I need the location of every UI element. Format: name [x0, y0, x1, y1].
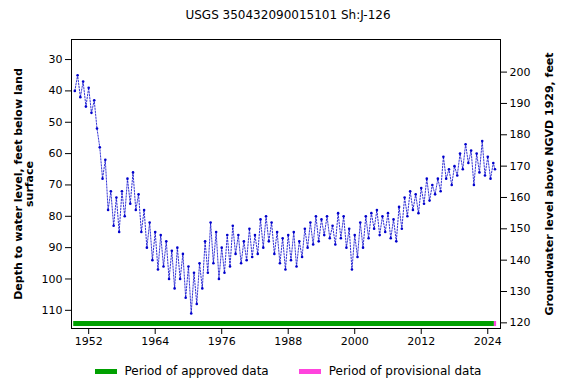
svg-text:110: 110: [42, 304, 63, 317]
svg-text:1976: 1976: [208, 335, 236, 348]
html-text:Period of approved data: Period of approved data: [124, 364, 269, 378]
svg-text:2000: 2000: [341, 335, 369, 348]
svg-text:1964: 1964: [141, 335, 169, 348]
svg-text:40: 40: [49, 84, 63, 97]
svg-text:200: 200: [510, 66, 531, 79]
html-text:USGS 350432090015101 Sh:J-126: USGS 350432090015101 Sh:J-126: [185, 8, 391, 22]
svg-text:100: 100: [42, 272, 63, 285]
svg-text:180: 180: [510, 128, 531, 141]
svg-text:150: 150: [510, 222, 531, 235]
svg-text:190: 190: [510, 97, 531, 110]
svg-text:60: 60: [49, 147, 63, 160]
svg-text:1952: 1952: [75, 335, 103, 348]
svg-text:170: 170: [510, 160, 531, 173]
svg-text:Groundwater level above NGVD 1: Groundwater level above NGVD 1929, feet: [543, 52, 556, 315]
svg-text:90: 90: [49, 241, 63, 254]
svg-text:130: 130: [510, 285, 531, 298]
svg-text:50: 50: [49, 116, 63, 129]
svg-text:30: 30: [49, 53, 63, 66]
svg-text:Depth to water level, feet bel: Depth to water level, feet below landsur…: [12, 68, 36, 300]
svg-text:80: 80: [49, 210, 63, 223]
svg-text:2012: 2012: [407, 335, 435, 348]
svg-text:70: 70: [49, 178, 63, 191]
html-text:Period of provisional data: Period of provisional data: [328, 364, 482, 378]
svg-text:120: 120: [510, 316, 531, 329]
svg-text:2024: 2024: [474, 335, 502, 348]
svg-text:160: 160: [510, 191, 531, 204]
svg-text:140: 140: [510, 254, 531, 267]
svg-text:1988: 1988: [274, 335, 302, 348]
